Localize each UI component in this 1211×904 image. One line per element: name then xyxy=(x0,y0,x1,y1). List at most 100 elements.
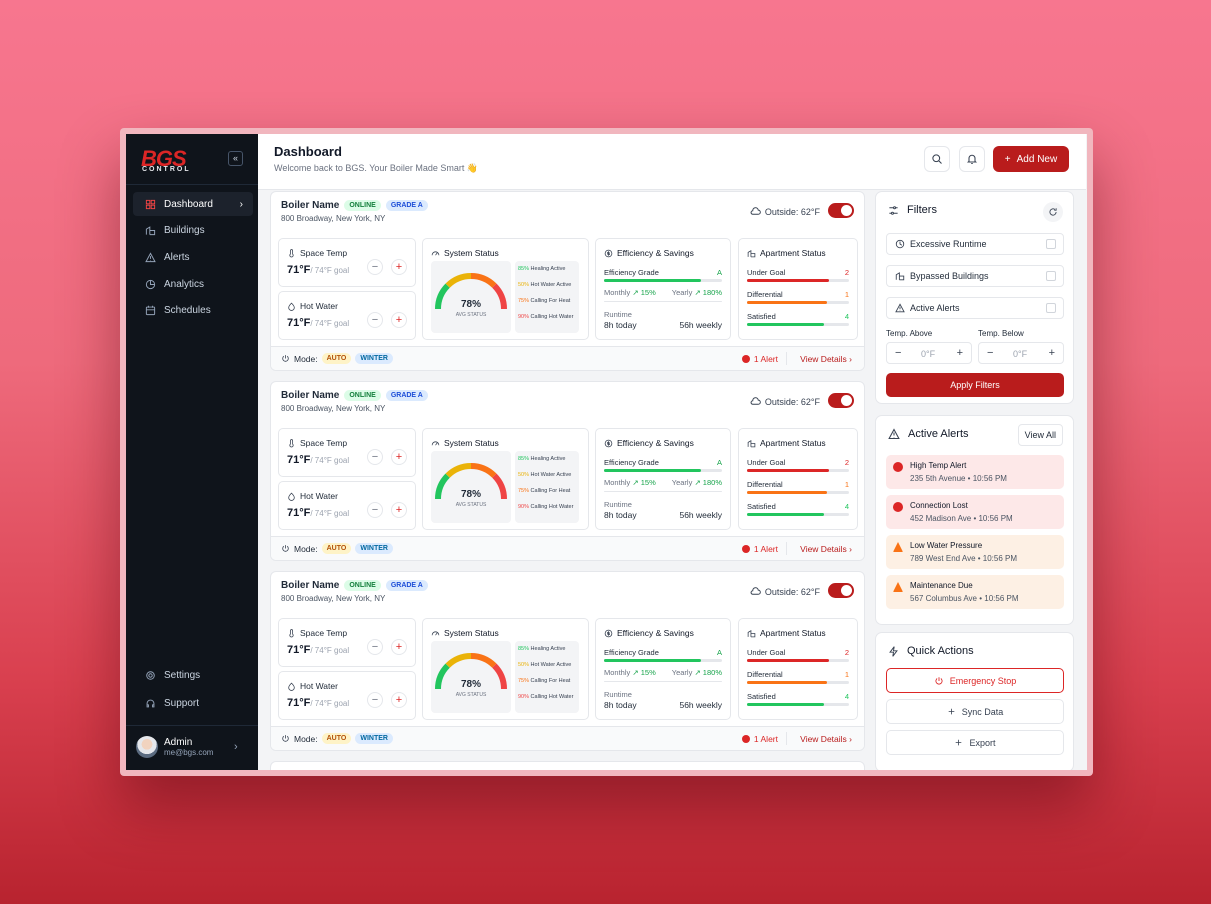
nav-item[interactable]: Analytics xyxy=(133,272,253,296)
add-button[interactable]: + Add New xyxy=(993,146,1069,172)
alert-count[interactable]: 1 Alert xyxy=(741,544,778,554)
icon xyxy=(145,199,156,209)
minus-button[interactable]: − xyxy=(367,259,383,275)
view-details[interactable]: View Details › xyxy=(800,734,852,744)
checkbox[interactable] xyxy=(1046,271,1056,281)
power-toggle[interactable] xyxy=(828,393,854,408)
card-footer: Mode: AUTO WINTER 1 Alert View Details › xyxy=(271,726,864,750)
nav-item[interactable]: Schedules xyxy=(133,299,253,323)
temp-label: Space Temp xyxy=(287,438,347,448)
temp-value: 71°F/ 74°F goal xyxy=(287,454,349,466)
icon xyxy=(747,439,756,447)
alert-title: Connection Lost xyxy=(910,501,968,510)
divider xyxy=(604,301,722,302)
minus-button[interactable]: − xyxy=(367,639,383,655)
title: Active Alerts xyxy=(908,428,969,440)
divider xyxy=(126,725,258,726)
icon xyxy=(289,628,294,637)
temp-input[interactable]: − 0°F + xyxy=(886,342,972,364)
icon xyxy=(289,248,294,257)
view-details[interactable]: View Details › xyxy=(800,544,852,554)
panel-title: Apartment Status xyxy=(747,248,826,258)
row-bar xyxy=(747,681,849,684)
bar-fill xyxy=(747,301,827,304)
minus-button[interactable]: − xyxy=(367,692,383,708)
minus-button[interactable]: − xyxy=(367,449,383,465)
legend-item: 85% Healing Active xyxy=(518,646,576,662)
checkbox[interactable] xyxy=(1046,239,1056,249)
nav-item[interactable]: Buildings xyxy=(133,219,253,243)
quick-actions-box: Quick Actions Emergency Stop Sync Data Expo… xyxy=(875,632,1074,770)
export-button[interactable]: Export xyxy=(886,730,1064,755)
power-toggle[interactable] xyxy=(828,583,854,598)
icon xyxy=(889,645,898,657)
row-value: 1 xyxy=(844,480,849,489)
plus-button[interactable]: + xyxy=(391,692,407,708)
alert-count[interactable]: 1 Alert xyxy=(741,354,778,364)
minus-button[interactable]: − xyxy=(367,502,383,518)
alert-item[interactable]: Maintenance Due 567 Columbus Ave • 10:56 … xyxy=(886,575,1064,609)
grade-label: Efficiency Grade xyxy=(604,268,659,277)
outside-label: Outside: 62°F xyxy=(764,206,820,217)
apartment-panel: Apartment Status Under Goal 2 Differential 1… xyxy=(738,428,858,530)
filters-box: Filters Excessive Runtime Bypassed Buildin… xyxy=(875,191,1074,404)
nav-item[interactable]: Settings xyxy=(133,663,253,687)
temp-panel: Space Temp 71°F/ 74°F goal − + xyxy=(278,618,416,667)
plus-button[interactable]: + xyxy=(391,639,407,655)
legend-item: 90% Calling Hot Water xyxy=(518,504,576,520)
reset-filters[interactable] xyxy=(1043,202,1063,222)
gauge-label: AVG STATUS xyxy=(455,502,487,508)
plus-button[interactable]: + xyxy=(391,259,407,275)
value: 71°F xyxy=(287,317,311,329)
filter-option[interactable]: Bypassed Buildings xyxy=(886,265,1064,287)
legend-pct: 75% xyxy=(518,488,530,494)
view-details[interactable]: View Details › xyxy=(800,354,852,364)
minus-button[interactable]: − xyxy=(367,312,383,328)
gauge xyxy=(435,653,507,690)
plus-button[interactable]: + xyxy=(391,312,407,328)
row-label: Satisfied xyxy=(747,692,776,701)
mode: Mode: AUTO WINTER xyxy=(281,733,393,744)
view-all-button[interactable]: View All xyxy=(1017,424,1063,446)
legend-item: 50% Hot Water Active xyxy=(518,282,576,298)
alert-item[interactable]: Low Water Pressure 789 West End Ave • 10:… xyxy=(886,535,1064,569)
mode-label: Mode: xyxy=(294,543,318,554)
icon xyxy=(145,226,156,236)
title: Efficiency & Savings xyxy=(617,628,694,638)
bar-fill xyxy=(747,469,829,472)
gauge-box: 78% AVG STATUS xyxy=(431,451,511,523)
temp-panel: Space Temp 71°F/ 74°F goal − + xyxy=(278,428,416,477)
filter-option[interactable]: Active Alerts xyxy=(886,297,1064,319)
alert-item[interactable]: High Temp Alert 235 5th Avenue • 10:56 PM xyxy=(886,455,1064,489)
alert-count[interactable]: 1 Alert xyxy=(741,734,778,744)
nav-item[interactable]: Alerts xyxy=(133,245,253,269)
sync-button[interactable]: Sync Data xyxy=(886,699,1064,724)
apply-button[interactable]: Apply Filters xyxy=(886,373,1064,397)
nav-item[interactable]: Dashboard › xyxy=(133,192,253,216)
icon xyxy=(604,629,613,637)
page-subtitle: Welcome back to BGS. Your Boiler Made Sm… xyxy=(274,163,479,173)
alert-item[interactable]: Connection Lost 452 Madison Ave • 10:56 P… xyxy=(886,495,1064,529)
mode-label: Mode: xyxy=(294,353,318,364)
alert-dot xyxy=(741,355,750,363)
notification-button[interactable] xyxy=(959,146,985,172)
plus-icon: + xyxy=(1004,153,1011,165)
checkbox[interactable] xyxy=(1046,303,1056,313)
chevron: › xyxy=(234,741,238,753)
plus-button[interactable]: + xyxy=(391,449,407,465)
power-toggle[interactable] xyxy=(828,203,854,218)
gauge xyxy=(435,273,507,310)
user[interactable]: Admin me@bgs.com xyxy=(136,736,213,758)
collapse-button[interactable]: « xyxy=(228,151,243,166)
plus-button[interactable]: + xyxy=(391,502,407,518)
grade-badge: GRADE A xyxy=(385,580,428,591)
label: Monthly xyxy=(604,478,631,487)
row-bar xyxy=(747,323,849,326)
nav-item[interactable]: Support xyxy=(133,691,253,715)
emergency-button[interactable]: Emergency Stop xyxy=(886,668,1064,693)
temp-input[interactable]: − 0°F + xyxy=(978,342,1064,364)
icon xyxy=(288,682,295,691)
filter-option[interactable]: Excessive Runtime xyxy=(886,233,1064,255)
search-button[interactable] xyxy=(924,146,950,172)
monthly: Monthly ↗ 15% xyxy=(604,478,656,487)
